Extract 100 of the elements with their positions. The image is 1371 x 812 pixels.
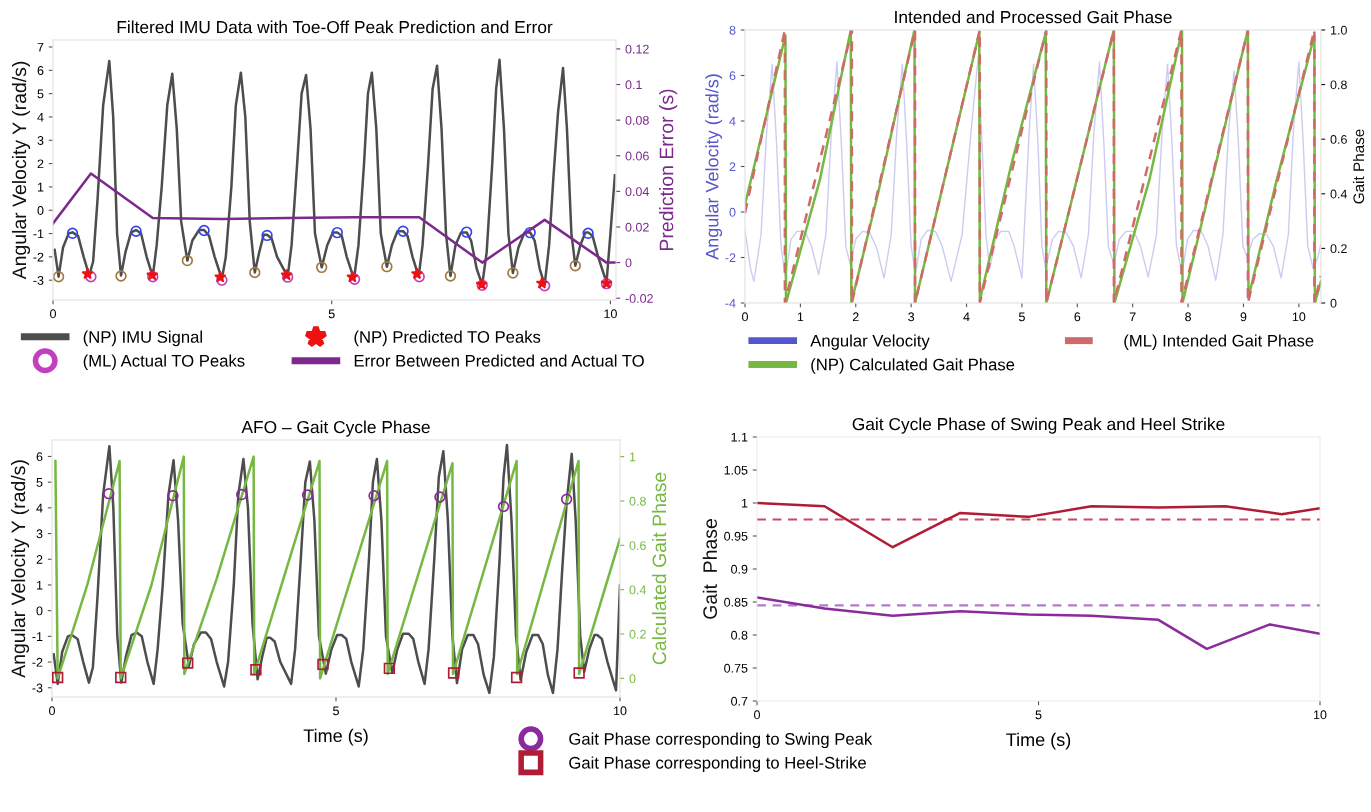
- x-tick-label: 6: [1074, 312, 1081, 322]
- chart-title: Intended and Processed Gait Phase: [895, 10, 1172, 24]
- y2-tick-label: 0.02: [625, 222, 649, 232]
- point: [103, 487, 115, 500]
- y-tick-label: 3: [37, 136, 44, 145]
- y-tick-label: 6: [729, 71, 736, 81]
- y-tick-label: 7: [37, 42, 44, 52]
- point: [115, 270, 127, 282]
- y2-tick-label: 1: [629, 452, 636, 462]
- y2-tick-label: 0: [1330, 298, 1337, 308]
- legend-label: (NP) IMU Signal: [83, 330, 202, 347]
- y2-tick-label: 0: [625, 258, 632, 268]
- x-tick-label: 10: [614, 706, 627, 716]
- point: [383, 662, 396, 675]
- x-tick-label: 5: [1018, 312, 1025, 322]
- point: [66, 227, 79, 240]
- y-tick-label: -2: [725, 253, 736, 263]
- y-tick-label: 0.9: [731, 564, 748, 574]
- point: [52, 671, 64, 684]
- y-tick-label: 0.8: [731, 630, 748, 640]
- y-tick-label: -3: [33, 275, 44, 285]
- chart-title: AFO – Gait Cycle Phase: [241, 420, 430, 437]
- y-tick-label: -2: [32, 657, 43, 667]
- x-tick-label: 3: [908, 312, 915, 322]
- y-tick-label: 2: [36, 555, 43, 564]
- y-tick-label: 3: [36, 529, 43, 539]
- y-tick-label: 1.1: [731, 432, 748, 442]
- y-tick-label: -1: [33, 229, 44, 239]
- y-tick-label: 0: [36, 606, 43, 616]
- y2-tick-label: 0: [629, 674, 636, 684]
- y2-tick-label: -0.02: [625, 294, 653, 303]
- x-tick-label: 7: [1129, 312, 1136, 322]
- y-tick-label: 0: [37, 206, 44, 215]
- x-tick-label: 5: [1035, 710, 1042, 720]
- y-tick-label: 2: [37, 159, 44, 169]
- y-tick-label: 2: [729, 162, 736, 172]
- legend-label: Error Between Predicted and Actual TO: [354, 354, 644, 367]
- point: [85, 270, 97, 283]
- x-tick-label: 4: [963, 312, 970, 322]
- y2-axis-title: Calculated Gait Phase: [651, 472, 667, 665]
- y-tick-label: 0.7: [731, 696, 748, 706]
- y-tick-label: 1: [741, 498, 748, 508]
- legend-label: Gait Phase corresponding to Swing Peak: [569, 732, 873, 749]
- point: [460, 226, 473, 238]
- point: [115, 671, 127, 684]
- point: [236, 488, 248, 501]
- legend-label: (ML) Actual TO Peaks: [83, 354, 245, 370]
- legend-label: (NP) Predicted TO Peaks: [354, 330, 541, 347]
- y-axis-title: Angular Velocity Y (rad/s): [10, 460, 30, 678]
- point: [444, 270, 457, 282]
- point: [524, 226, 536, 239]
- point: [250, 664, 262, 676]
- point: [368, 489, 380, 502]
- y-tick-label: 0.75: [724, 663, 748, 673]
- y-tick-label: 8: [729, 25, 736, 35]
- point: [249, 266, 261, 279]
- y2-tick-label: 1.0: [1330, 25, 1347, 35]
- x-tick-label: 10: [1292, 312, 1306, 322]
- y-tick-label: 5: [37, 89, 44, 99]
- point: [447, 667, 460, 679]
- x-tick-label: 9: [1240, 312, 1247, 322]
- chart-title: Gait Cycle Phase of Swing Peak and Heel Strike: [852, 417, 1225, 434]
- y-tick-label: -3: [32, 683, 43, 693]
- point: [331, 226, 343, 239]
- y2-tick-label: 0.1: [625, 80, 642, 90]
- point: [560, 493, 573, 505]
- y2-tick-label: 0.6: [629, 541, 646, 550]
- y2-tick-label: 0.04: [625, 187, 649, 197]
- x-tick-label: 1: [797, 312, 804, 322]
- legend-label: (ML) Intended Gait Phase: [1124, 334, 1314, 350]
- y2-axis-title: Prediction Error (s): [659, 89, 678, 250]
- point: [381, 260, 393, 273]
- y-tick-label: 4: [37, 112, 44, 122]
- point: [301, 489, 314, 501]
- y-tick-label: 5: [36, 478, 43, 487]
- y-tick-label: 0.85: [724, 597, 748, 607]
- point: [315, 261, 328, 274]
- legend-label: Gait Phase corresponding to Heel-Strike: [569, 756, 866, 772]
- point: [216, 274, 228, 286]
- point: [538, 280, 551, 292]
- point: [182, 657, 194, 669]
- x-tick-label: 10: [1314, 710, 1327, 720]
- y-tick-label: 1: [37, 182, 44, 192]
- x-tick-label: 10: [604, 309, 617, 319]
- y-tick-label: -4: [725, 298, 736, 308]
- x-tick-label: 5: [333, 706, 339, 716]
- y-tick-label: 6: [36, 452, 43, 462]
- x-axis-title: Time (s): [1006, 732, 1071, 750]
- y2-tick-label: 0.8: [629, 496, 646, 506]
- y2-tick-label: 0.2: [629, 629, 646, 639]
- y2-tick-label: 0.2: [1330, 244, 1347, 254]
- y-axis-title: Angular Velocity Y (rad/s): [11, 61, 31, 280]
- y-tick-label: 1.05: [724, 465, 748, 475]
- line-series: [757, 501, 1320, 549]
- y-tick-label: 1: [36, 580, 43, 590]
- point: [573, 667, 585, 679]
- x-axis-title: Time (s): [303, 728, 368, 746]
- x-tick-label: 2: [852, 312, 859, 322]
- y-tick-label: -2: [33, 252, 44, 262]
- point: [510, 671, 523, 684]
